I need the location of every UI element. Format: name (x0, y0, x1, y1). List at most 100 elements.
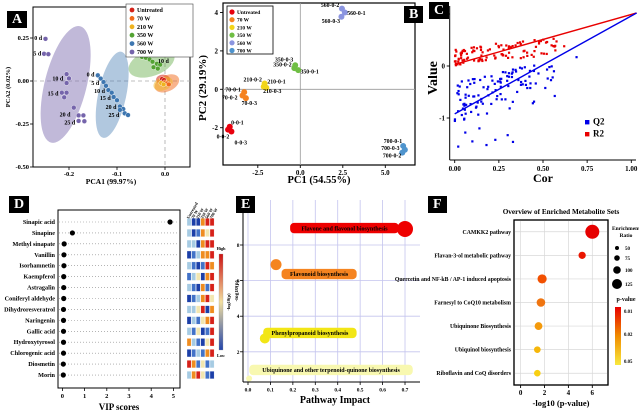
data-point (481, 59, 484, 63)
data-point (470, 110, 473, 114)
panel-f: CAMKK2 pathway Flavan-3-ol metabolic path… (395, 186, 639, 414)
data-point (520, 80, 523, 84)
data-point (453, 119, 456, 123)
legend-label: 560 W (237, 41, 252, 47)
heatmap-cell (205, 371, 210, 379)
data-point (479, 78, 482, 82)
x-tick-label: 0.0 (296, 169, 305, 177)
data-point (470, 46, 473, 49)
data-point (500, 77, 503, 80)
day-label: 15 d (48, 91, 60, 97)
data-point (472, 46, 476, 49)
vip-dot (60, 361, 66, 367)
y-tick-label: 2 (215, 47, 219, 55)
legend-swatch (585, 120, 590, 125)
metabolite-set-label: CAMKK2 pathway (463, 230, 512, 236)
heatmap-column-label: 350 W (199, 206, 209, 219)
plot-border-top (513, 219, 609, 386)
data-point (499, 81, 502, 84)
y-axis-title: -log10(p) (235, 280, 240, 301)
data-point (59, 90, 65, 96)
panel-label-a: A (7, 11, 28, 28)
data-point (486, 88, 489, 91)
data-point (477, 94, 480, 97)
y-axis-title: PCA2 (0.02%) (5, 67, 12, 107)
data-point (550, 44, 553, 47)
metabolite-label: Isorhamnetin (19, 263, 55, 270)
heatmap-cell (209, 261, 215, 270)
data-point (485, 112, 489, 115)
data-point (490, 102, 493, 106)
data-point (459, 98, 462, 101)
metabolite-set-label: Flavan-3-ol metabolic pathway (434, 253, 511, 259)
data-point (526, 54, 529, 58)
vip-dot (167, 219, 173, 225)
data-point (550, 65, 553, 68)
data-point (473, 81, 476, 84)
data-point (514, 44, 517, 47)
size-legend-label: 75 (625, 257, 631, 262)
data-point (459, 62, 462, 65)
data-point (111, 94, 117, 100)
data-point (476, 101, 479, 104)
data-point (504, 54, 508, 57)
data-point (486, 49, 490, 52)
data-point (511, 56, 514, 59)
x-tick-label: 4 (567, 389, 571, 397)
metabolite-label: Chlorogenic acid (10, 350, 55, 357)
sample-label: 0-0-2 (217, 134, 230, 140)
sample-label: 0-0-3 (235, 141, 248, 147)
pvalue-legend-label: 0.01 (624, 310, 633, 315)
legend-swatch (229, 17, 235, 23)
enrichment-dot (537, 274, 547, 284)
legend-swatch (129, 7, 135, 13)
data-point (519, 42, 522, 46)
enrichment-dot (534, 322, 543, 330)
data-point (511, 44, 514, 48)
data-point (473, 77, 476, 81)
data-point (466, 86, 469, 89)
data-point (150, 64, 157, 70)
enrichment-dot (534, 369, 541, 377)
metabolite-label: Vanillin (34, 252, 55, 259)
pathway-label-box (249, 364, 413, 376)
metabolite-label: Morin (38, 372, 55, 379)
data-point (103, 83, 109, 89)
data-point (479, 58, 482, 61)
data-point (499, 92, 502, 96)
data-point (553, 45, 556, 48)
heatmap-cell (196, 283, 201, 292)
legend-label: 560 W (137, 42, 153, 48)
panel-label-c: C (429, 2, 450, 19)
x-tick-label: 0.2 (289, 388, 296, 394)
data-point (529, 82, 532, 85)
data-point (548, 65, 551, 69)
vip-dot (61, 252, 67, 258)
heatmap-cell (191, 283, 196, 292)
data-point (491, 79, 494, 82)
heatmap-cell (191, 305, 196, 314)
scale-low-label: Low (217, 353, 225, 358)
data-point (157, 62, 163, 68)
data-point (555, 40, 558, 43)
data-point (114, 97, 120, 103)
heatmap-cell (196, 250, 201, 259)
x-tick-label: 0.25 (493, 165, 506, 173)
heatmap-cell (191, 228, 196, 237)
heatmap-cell (186, 360, 192, 369)
plot-border (222, 2, 416, 166)
pathway-bubble (246, 375, 253, 382)
data-point (453, 118, 457, 121)
heatmap-cell (191, 272, 196, 281)
sample-label: 350-0-1 (300, 70, 318, 76)
x-tick-label: 0.5 (357, 388, 364, 394)
data-point (497, 44, 500, 48)
data-point (544, 86, 547, 90)
data-point (529, 86, 532, 90)
pvalue-scale-bar (615, 307, 621, 365)
data-point (458, 85, 461, 88)
metabolite-set-label: Riboflavin and CoQ disorders (436, 371, 511, 377)
data-point (155, 66, 161, 72)
vip-dot (61, 295, 67, 302)
data-point (125, 112, 131, 118)
